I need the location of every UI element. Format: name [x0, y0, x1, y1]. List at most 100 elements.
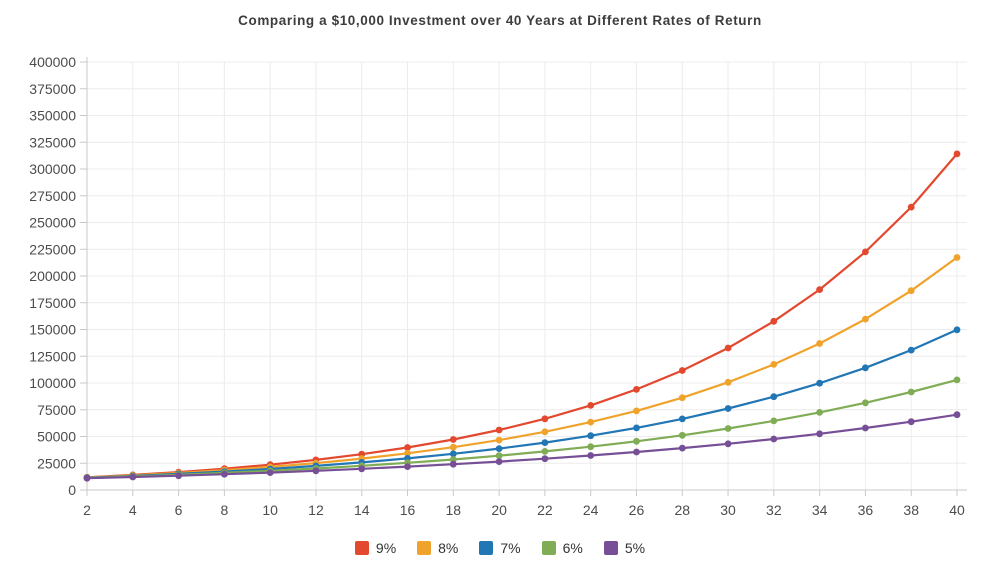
x-tick-label: 32	[766, 502, 782, 518]
data-point-marker[interactable]	[678, 394, 686, 402]
y-tick-label: 300000	[29, 161, 76, 177]
data-point-marker[interactable]	[587, 443, 595, 451]
y-tick-label: 275000	[29, 188, 76, 204]
y-tick-label: 175000	[29, 295, 76, 311]
data-point-marker[interactable]	[633, 407, 640, 415]
data-point-marker[interactable]	[724, 440, 732, 448]
data-point-marker[interactable]	[953, 376, 961, 384]
x-tick-label: 18	[446, 502, 462, 518]
data-point-marker[interactable]	[541, 415, 549, 423]
y-tick-label: 350000	[29, 108, 76, 124]
axes	[80, 57, 967, 496]
data-point-marker[interactable]	[541, 428, 549, 436]
data-point-marker[interactable]	[907, 203, 915, 211]
data-point-marker[interactable]	[770, 393, 778, 401]
data-point-marker[interactable]	[953, 411, 961, 419]
data-point-marker[interactable]	[449, 443, 457, 451]
data-point-marker[interactable]	[129, 473, 137, 481]
data-point-marker[interactable]	[953, 326, 961, 334]
data-point-marker[interactable]	[862, 364, 869, 372]
data-point-marker[interactable]	[358, 465, 366, 473]
data-point-marker[interactable]	[312, 467, 320, 475]
data-point-marker[interactable]	[495, 452, 503, 460]
data-point-marker[interactable]	[83, 474, 91, 482]
data-point-marker[interactable]	[633, 437, 640, 445]
data-point-marker[interactable]	[587, 402, 595, 409]
data-point-marker[interactable]	[724, 378, 732, 386]
data-point-marker[interactable]	[404, 444, 411, 451]
data-point-marker[interactable]	[495, 458, 503, 465]
data-point-marker[interactable]	[953, 150, 961, 158]
data-point-marker[interactable]	[770, 361, 778, 368]
data-point-marker[interactable]	[449, 450, 457, 458]
data-point-marker[interactable]	[678, 444, 686, 452]
data-point-marker[interactable]	[907, 418, 915, 426]
x-tick-label: 8	[220, 502, 228, 518]
y-tick-label: 75000	[37, 402, 76, 418]
data-point-marker[interactable]	[862, 424, 869, 432]
data-point-marker[interactable]	[816, 409, 823, 416]
chart-title: Comparing a $10,000 Investment over 40 Y…	[238, 13, 762, 28]
legend-item-9pct[interactable]: 9%	[354, 540, 397, 556]
data-point-marker[interactable]	[816, 430, 823, 438]
data-point-marker[interactable]	[404, 463, 411, 470]
data-point-marker[interactable]	[907, 388, 915, 396]
data-point-marker[interactable]	[770, 417, 778, 425]
data-point-marker[interactable]	[495, 445, 503, 452]
data-point-marker[interactable]	[678, 367, 686, 374]
data-point-marker[interactable]	[495, 436, 503, 444]
x-tick-label: 20	[491, 502, 507, 518]
data-point-marker[interactable]	[678, 431, 686, 439]
legend-swatch	[603, 541, 618, 555]
series-line	[86, 328, 958, 479]
data-point-marker[interactable]	[449, 456, 457, 463]
legend-item-8pct[interactable]: 8%	[417, 540, 458, 556]
legend-item-5pct[interactable]: 5%	[603, 540, 646, 556]
y-tick-label: 100000	[29, 375, 76, 391]
data-point-marker[interactable]	[633, 386, 640, 393]
legend-item-7pct[interactable]: 7%	[479, 540, 521, 556]
data-point-marker[interactable]	[449, 436, 457, 443]
legend-swatch	[417, 541, 432, 555]
data-point-marker[interactable]	[221, 470, 228, 478]
x-tick-label: 26	[629, 502, 645, 518]
data-point-marker[interactable]	[862, 248, 869, 256]
data-point-marker[interactable]	[633, 424, 640, 432]
series-9pct	[83, 150, 961, 481]
legend-label: 9%	[375, 540, 397, 556]
data-point-marker[interactable]	[724, 425, 732, 432]
data-point-marker[interactable]	[175, 472, 183, 480]
data-point-marker[interactable]	[724, 344, 732, 352]
data-point-marker[interactable]	[907, 346, 915, 354]
y-tick-label: 400000	[29, 54, 76, 70]
data-point-marker[interactable]	[633, 448, 640, 456]
data-point-marker[interactable]	[587, 432, 595, 440]
data-point-marker[interactable]	[495, 426, 503, 434]
data-point-marker[interactable]	[404, 449, 411, 457]
legend-label: 5%	[624, 540, 646, 556]
x-tick-label: 10	[262, 502, 278, 518]
data-point-marker[interactable]	[816, 286, 823, 293]
data-point-marker[interactable]	[816, 340, 823, 347]
data-point-marker[interactable]	[862, 399, 869, 407]
data-point-marker[interactable]	[541, 448, 549, 455]
data-point-marker[interactable]	[862, 315, 869, 323]
data-point-marker[interactable]	[541, 439, 549, 446]
legend-item-6pct[interactable]: 6%	[541, 540, 583, 556]
data-point-marker[interactable]	[678, 415, 686, 423]
data-point-marker[interactable]	[449, 460, 457, 468]
series-5pct	[83, 411, 961, 482]
data-point-marker[interactable]	[587, 452, 595, 459]
data-point-marker[interactable]	[541, 455, 549, 463]
series-line	[86, 256, 958, 479]
data-point-marker[interactable]	[953, 254, 961, 261]
data-point-marker[interactable]	[770, 317, 778, 325]
data-point-marker[interactable]	[266, 469, 274, 476]
data-point-marker[interactable]	[587, 418, 595, 426]
data-point-marker[interactable]	[907, 287, 915, 295]
data-point-marker[interactable]	[770, 435, 778, 443]
x-tick-label: 24	[583, 502, 599, 518]
data-point-marker[interactable]	[816, 379, 823, 387]
data-point-marker[interactable]	[724, 405, 732, 412]
